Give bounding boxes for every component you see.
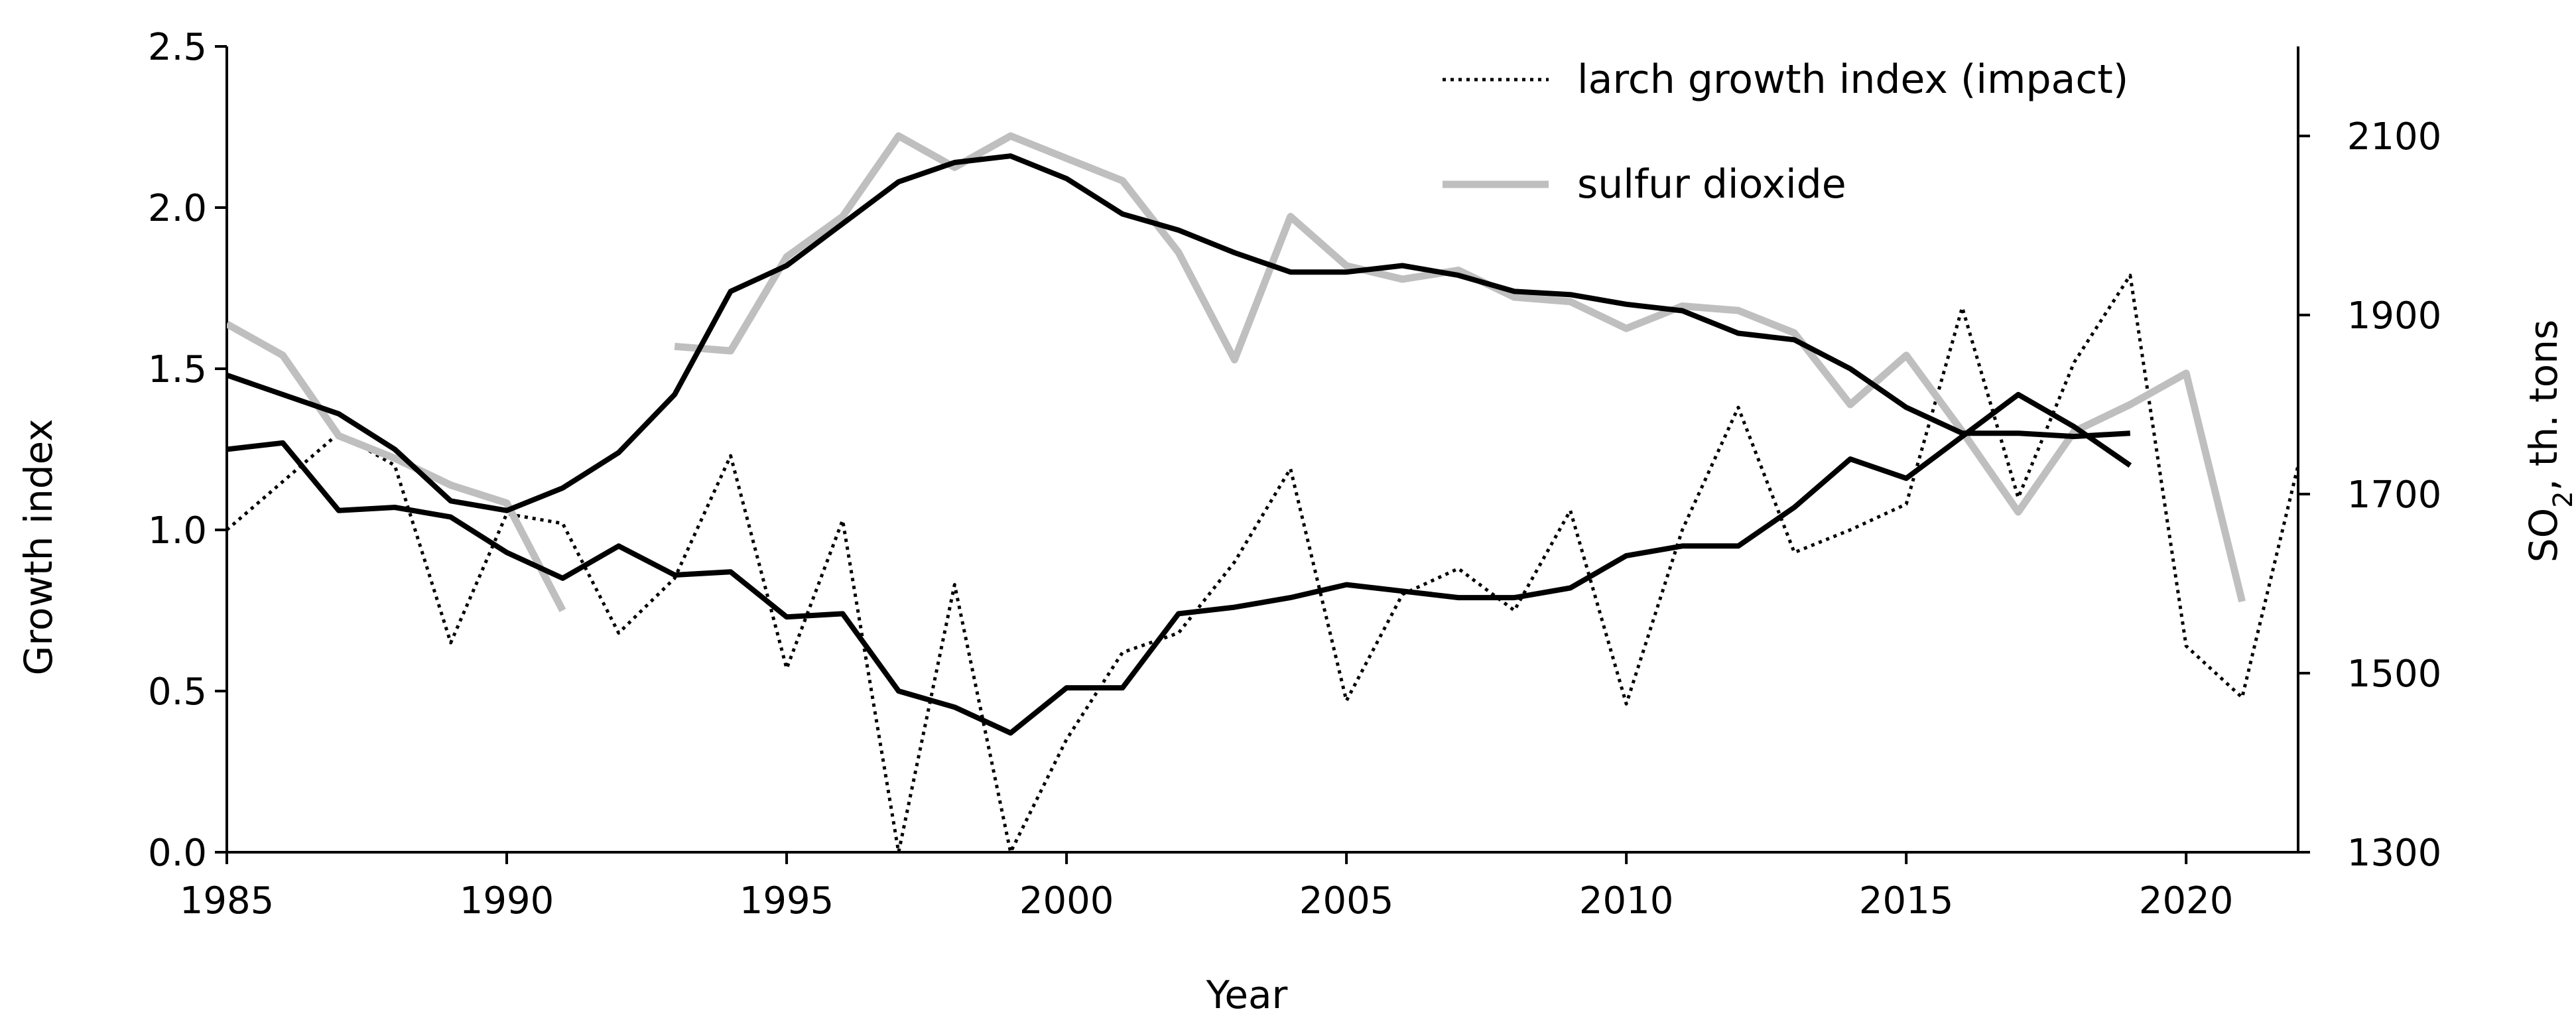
x-tick-label: 1985: [180, 879, 275, 923]
y2-tick-label: 1500: [2347, 653, 2442, 696]
x-axis-title: Year: [1206, 972, 1288, 1017]
legend-label-1: sulfur dioxide: [1577, 161, 1846, 208]
y2-axis-title-main: SO: [2521, 508, 2566, 562]
x-tick-label: 2015: [1859, 879, 1954, 923]
legend: larch growth index (impact) sulfur dioxid…: [1443, 56, 2128, 208]
y2-tick-label: 1900: [2347, 294, 2442, 338]
x-tick-label: 2010: [1579, 879, 1674, 923]
legend-label-0: larch growth index (impact): [1577, 56, 2128, 103]
y2-axis-title-suffix: , th. tons: [2521, 320, 2566, 491]
y2-tick-label: 2100: [2347, 115, 2442, 159]
y-tick-label: 1.0: [148, 509, 207, 552]
y-tick-label: 2.0: [148, 187, 207, 230]
y-tick-label: 1.5: [148, 348, 207, 391]
series-1-segment-0: [227, 320, 566, 613]
x-tick-label: 2020: [2139, 879, 2234, 923]
y2-tick-label: 1700: [2347, 474, 2442, 517]
series-1-segment-1: [674, 132, 2246, 603]
y-tick-label: 0.5: [148, 671, 207, 714]
series-2-line: [227, 391, 2132, 736]
x-tick-label: 2005: [1299, 879, 1394, 923]
y-tick-label: 2.5: [148, 26, 207, 69]
y-tick-label: 0.0: [148, 832, 207, 875]
series-layer: [227, 132, 2298, 852]
y-axis-title: Growth index: [16, 418, 61, 675]
x-tick-label: 1995: [740, 879, 834, 923]
x-tick-label: 2000: [1019, 879, 1114, 923]
series-3-line: [227, 153, 2131, 513]
y2-axis-title: SO2, th. tons: [2521, 320, 2576, 562]
y2-axis-title-subscript: 2: [2548, 491, 2576, 507]
y2-tick-label: 1300: [2347, 832, 2442, 875]
x-tick-label: 1990: [460, 879, 554, 923]
axes: 1985 1990 1995 2000 2005 2010 2015 2020 0.0 0.5 1.…: [148, 26, 2441, 923]
series-0-line: [227, 273, 2298, 852]
